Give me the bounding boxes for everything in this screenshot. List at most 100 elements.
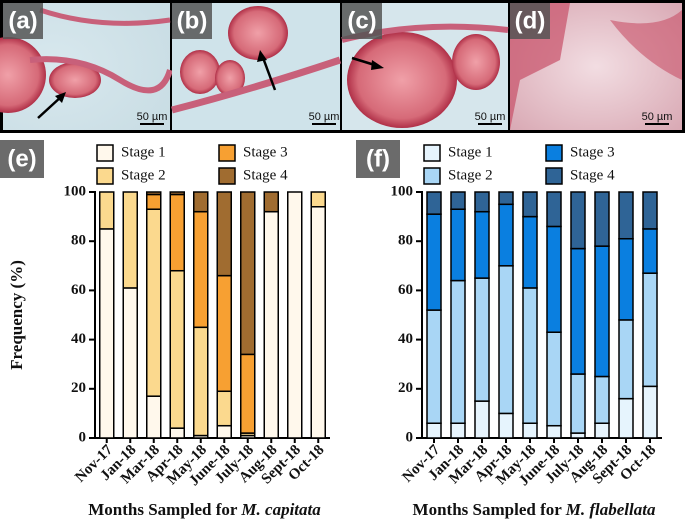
y-tick-label: 0	[406, 429, 414, 445]
legend-label: Stage 2	[121, 167, 166, 183]
bar-segment	[146, 395, 162, 439]
bar-segment	[570, 247, 586, 375]
bar-segment	[594, 375, 610, 424]
panel-label: (e)	[7, 145, 36, 172]
bar-segment	[263, 191, 279, 213]
panel-label-box	[342, 3, 382, 39]
bar-segment	[99, 228, 115, 439]
bar-segment	[498, 203, 514, 267]
legend-label: Stage 1	[448, 144, 493, 160]
bar-segment	[522, 287, 538, 424]
bar-segment	[193, 191, 209, 213]
bar-segment	[570, 373, 586, 434]
bar-segment	[618, 319, 634, 400]
bar-segment	[642, 385, 658, 439]
panel-label-box	[172, 3, 212, 39]
bar-segment	[193, 210, 209, 329]
bar-segment	[146, 193, 162, 210]
bar-segment	[594, 245, 610, 378]
scale-label: 50 µm	[475, 111, 506, 123]
y-tick-label: 40	[398, 331, 413, 347]
bar-segment	[522, 215, 538, 289]
y-tick-label: 0	[79, 429, 87, 445]
legend-swatch	[96, 167, 114, 185]
bar-segment	[310, 191, 326, 208]
bar-segment	[642, 228, 658, 274]
bar-segment	[146, 191, 162, 196]
y-tick-label: 80	[71, 233, 86, 249]
bar-segment	[287, 191, 303, 439]
bar-segment	[450, 422, 466, 439]
bar-segment	[169, 193, 185, 272]
bar-segment	[546, 225, 562, 333]
bar-segment	[570, 191, 586, 250]
legend-label: Stage 4	[570, 167, 615, 183]
bar-segment	[216, 390, 232, 427]
bar-segment	[546, 331, 562, 427]
bar-segment	[474, 191, 490, 213]
bar-segment	[240, 353, 256, 434]
legend-swatch	[218, 167, 236, 185]
panel-label: (d)	[515, 7, 546, 34]
legend-swatch	[423, 167, 441, 185]
bar-segment	[193, 326, 209, 437]
x-axis-title: Months Sampled for M. flabellata	[413, 500, 656, 519]
bar-segment	[216, 274, 232, 393]
panel-label: (c)	[347, 7, 376, 34]
x-axis-title-species: M. flabellata	[565, 500, 656, 519]
legend-label: Stage 1	[121, 144, 166, 160]
photo-b	[171, 3, 342, 130]
panel-label: (f)	[366, 145, 390, 172]
bar-segment	[594, 191, 610, 247]
panel-label-box	[510, 3, 550, 39]
legend-swatch	[545, 167, 563, 185]
legend-label: Stage 2	[448, 167, 493, 183]
x-axis-title-text: Months Sampled for	[413, 500, 563, 519]
panel-label: (a)	[8, 7, 37, 34]
bar-segment	[216, 191, 232, 277]
scale-label: 50 µm	[309, 111, 340, 123]
bar-segment	[122, 287, 138, 439]
bar-segment	[474, 210, 490, 279]
bar-segment	[122, 191, 138, 289]
scale-label: 50 µm	[642, 111, 673, 123]
y-tick-label: 100	[391, 183, 414, 199]
legend-swatch	[96, 144, 114, 162]
scale-label: 50 µm	[137, 111, 168, 123]
bar-segment	[99, 191, 115, 230]
y-tick-label: 100	[64, 183, 87, 199]
bar-segment	[426, 213, 442, 311]
bar-segment	[426, 422, 442, 439]
bar-segment	[450, 279, 466, 424]
bar-segment	[618, 397, 634, 439]
x-axis-title-text: Months Sampled for	[88, 500, 238, 519]
bar-segment	[474, 400, 490, 439]
y-axis-title: Frequency (%)	[7, 260, 26, 370]
bar-segment	[498, 191, 514, 206]
bar-segment	[498, 412, 514, 439]
bar-segment	[474, 277, 490, 402]
bar-segment	[642, 272, 658, 388]
bar-segment	[426, 309, 442, 424]
legend-swatch	[545, 144, 563, 162]
panel-label-box	[3, 3, 43, 39]
bar-segment	[594, 422, 610, 439]
bar-segment	[642, 191, 658, 230]
panel-label: (b)	[177, 7, 208, 34]
bar-segment	[618, 191, 634, 240]
y-tick-label: 20	[71, 380, 86, 396]
bar-segment	[169, 427, 185, 439]
bar-segment	[450, 191, 466, 210]
legend-label: Stage 4	[243, 167, 288, 183]
bar-segment	[240, 191, 256, 356]
legend-swatch	[218, 144, 236, 162]
x-axis-title-species: M. capitata	[240, 500, 321, 519]
bar-segment	[310, 206, 326, 439]
bar-segment	[546, 424, 562, 439]
bar-segment	[450, 208, 466, 282]
y-tick-label: 20	[398, 380, 413, 396]
panel-label-box	[356, 140, 400, 178]
y-tick-label: 40	[71, 331, 86, 347]
bar-segment	[216, 424, 232, 439]
